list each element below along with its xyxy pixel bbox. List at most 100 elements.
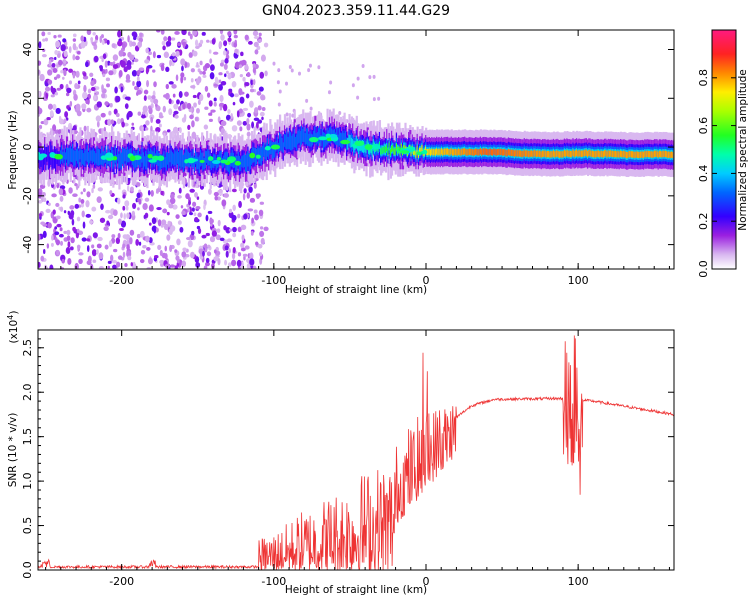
ridge-core (523, 149, 526, 156)
noise-speckle (151, 95, 156, 100)
noise-speckle (253, 107, 259, 114)
noise-speckle (38, 90, 41, 98)
colorbar-label: Normalized spectral amplitude (737, 69, 749, 230)
noise-speckle (209, 236, 216, 243)
noise-speckle (239, 96, 245, 104)
ridge-core (651, 151, 654, 158)
ridge-core (537, 150, 540, 157)
noise-speckle (69, 205, 75, 210)
ridge-core (611, 150, 614, 157)
noise-speckle (184, 91, 189, 97)
noise-speckle (62, 38, 67, 43)
noise-speckle (91, 41, 97, 47)
noise-speckle (170, 37, 176, 41)
noise-speckle (258, 32, 262, 37)
noise-speckle (136, 233, 141, 239)
noise-speckle (51, 62, 56, 68)
ridge-cell (171, 152, 175, 165)
noise-speckle (150, 116, 154, 123)
noise-speckle (218, 72, 223, 76)
noise-speckle (47, 69, 53, 76)
noise-speckle (257, 105, 262, 111)
noise-speckle (118, 69, 123, 78)
ridge-core (585, 149, 588, 156)
noise-speckle (153, 98, 159, 105)
noise-speckle (317, 65, 321, 70)
noise-speckle (261, 96, 266, 101)
noise-speckle (163, 223, 169, 231)
ridge-cell (192, 149, 195, 168)
noise-speckle (60, 69, 64, 74)
ridge-core (601, 151, 604, 158)
noise-speckle (169, 244, 173, 253)
noise-speckle (209, 218, 214, 224)
ridge-core (636, 151, 640, 158)
noise-speckle (102, 53, 107, 60)
noise-speckle (59, 206, 64, 212)
noise-speckle (225, 250, 229, 258)
noise-speckle (252, 30, 259, 37)
noise-speckle (98, 252, 104, 260)
noise-speckle (201, 31, 206, 36)
noise-speckle (227, 72, 232, 80)
noise-speckle (157, 219, 162, 227)
noise-speckle (122, 194, 126, 199)
noise-speckle (239, 73, 243, 78)
noise-speckle (110, 119, 114, 125)
ridge-core (639, 151, 642, 159)
ridge-cell (298, 129, 301, 143)
noise-speckle (186, 102, 192, 110)
noise-speckle (55, 202, 60, 208)
ridge-core (472, 149, 475, 156)
noise-speckle (82, 75, 89, 80)
noise-speckle (115, 113, 120, 118)
x-tick-label: -100 (261, 575, 286, 588)
noise-speckle (166, 234, 171, 241)
noise-speckle (72, 54, 76, 61)
ridge-core (560, 151, 563, 158)
noise-speckle (176, 258, 180, 264)
noise-speckle (155, 126, 161, 133)
noise-speckle (159, 249, 163, 257)
noise-speckle (218, 79, 222, 83)
ridge-cell (195, 151, 198, 164)
noise-speckle (39, 73, 45, 82)
ridge-cell (242, 155, 245, 169)
ridge-cell (163, 151, 166, 168)
ridge-cell (47, 145, 50, 170)
ridge-core (658, 150, 661, 158)
ridge-core (386, 144, 389, 152)
noise-speckle (194, 191, 198, 198)
ridge-core (388, 142, 391, 150)
ridge-core (621, 150, 624, 158)
noise-speckle (81, 237, 87, 242)
ridge-core (653, 150, 657, 157)
x-tick-label: 100 (568, 575, 589, 588)
noise-speckle (189, 33, 193, 40)
ridge-cell (162, 154, 165, 168)
ridge-core (381, 147, 384, 155)
noise-speckle (143, 95, 147, 102)
noise-speckle (76, 110, 82, 117)
noise-speckle (38, 213, 43, 217)
noise-speckle (59, 83, 64, 90)
ridge-core (421, 144, 424, 152)
ridge-cell (63, 148, 66, 160)
noise-speckle (163, 51, 170, 59)
noise-speckle (206, 92, 211, 98)
noise-speckle (38, 233, 41, 241)
noise-speckle (155, 118, 161, 124)
ridge-cell (115, 154, 119, 167)
noise-speckle (224, 73, 227, 78)
noise-speckle (174, 31, 180, 35)
noise-speckle (73, 93, 78, 101)
noise-speckle (80, 41, 86, 49)
y-tick-label: 1.0 (21, 472, 34, 490)
noise-speckle (89, 220, 94, 224)
noise-speckle (38, 41, 42, 49)
ridge-cell (170, 150, 173, 167)
noise-speckle (308, 63, 312, 68)
noise-speckle (194, 39, 199, 47)
ridge-cell (337, 134, 340, 147)
noise-speckle (257, 38, 263, 43)
